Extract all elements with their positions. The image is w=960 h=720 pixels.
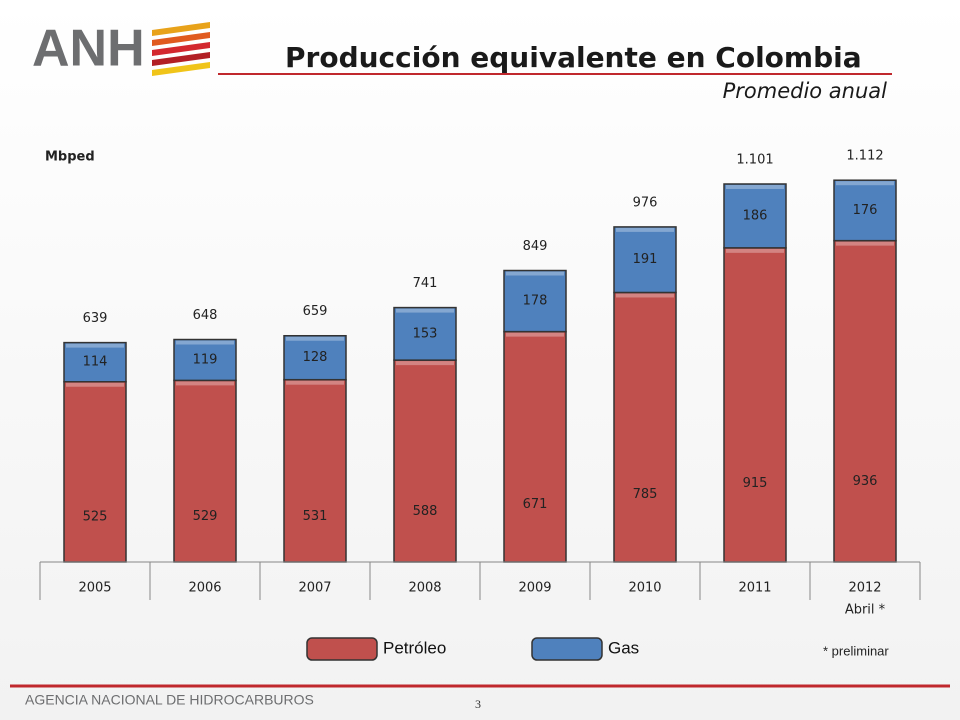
bar-highlight: [616, 227, 674, 232]
bar-highlight: [286, 336, 344, 341]
bar-segment: [833, 239, 897, 563]
bar-highlight: [726, 248, 784, 253]
bar-highlight: [66, 382, 124, 387]
legend-label: Gas: [608, 638, 639, 657]
bar-highlight: [176, 340, 234, 345]
bar-segment: [723, 183, 787, 249]
x-tick-label: 2006: [188, 581, 221, 596]
segment-label: 785: [633, 487, 658, 502]
x-tick-label: 2011: [738, 581, 771, 596]
y-unit: Mbped: [45, 150, 95, 165]
segment-label: 936: [853, 474, 878, 489]
segment-label: 671: [523, 497, 548, 512]
logo: ANH: [32, 20, 145, 78]
total-label: 639: [83, 311, 108, 326]
total-label: 1.101: [736, 152, 773, 167]
page-number: 3: [475, 697, 481, 711]
title: Producción equivalente en Colombia: [285, 41, 862, 74]
bar-segment: [723, 247, 787, 563]
bar-segment: [173, 338, 237, 382]
bar-highlight: [396, 308, 454, 313]
segment-label: 915: [743, 476, 768, 491]
total-label: 648: [193, 308, 218, 323]
legend-swatch: [531, 637, 603, 661]
segment-label: 176: [853, 203, 878, 218]
bar-highlight: [616, 293, 674, 298]
note: * preliminar: [823, 643, 889, 658]
logo-mark: [152, 22, 210, 76]
segment-label: 186: [743, 208, 768, 223]
total-label: 659: [303, 304, 328, 319]
bar-segment: [283, 378, 347, 563]
bar-segment: [833, 179, 897, 242]
x-tick-label: 2010: [628, 581, 661, 596]
segment-label: 153: [413, 326, 438, 341]
x-tick-note: Abril *: [845, 603, 886, 618]
segment-label: 114: [83, 355, 108, 370]
x-tick-label: 2009: [518, 581, 551, 596]
bar-segment: [613, 291, 677, 563]
segment-label: 525: [83, 509, 108, 524]
segment-label: 119: [193, 352, 218, 367]
bar-highlight: [286, 380, 344, 385]
legend-swatch: [306, 637, 378, 661]
bar-segment: [503, 330, 567, 563]
plot: 525 114 639 2005 529 119 648 2006 531 128 659 2007 5…: [39, 149, 921, 661]
footer-org: AGENCIA NACIONAL DE HIDROCARBUROS: [25, 692, 314, 708]
segment-label: 588: [413, 504, 438, 519]
segment-label: 178: [523, 294, 548, 309]
segment-label: 191: [633, 252, 658, 267]
total-label: 741: [413, 276, 438, 291]
legend-label: Petróleo: [383, 638, 446, 657]
segment-label: 529: [193, 509, 218, 524]
bar-highlight: [836, 241, 894, 246]
bar-segment: [173, 379, 237, 563]
x-tick-label: 2007: [298, 581, 331, 596]
bar-highlight: [506, 271, 564, 276]
bar-segment: [393, 306, 457, 361]
subtitle: Promedio anual: [723, 79, 888, 103]
bar-segment: [63, 341, 127, 383]
bar-highlight: [726, 184, 784, 189]
total-label: 1.112: [846, 149, 883, 164]
bar-highlight: [506, 332, 564, 337]
total-label: 976: [633, 195, 658, 210]
bar-segment: [503, 269, 567, 333]
bar-segment: [63, 381, 127, 563]
x-tick-label: 2012: [848, 581, 881, 596]
bar-segment: [393, 359, 457, 563]
bar-segment: [613, 226, 677, 294]
total-label: 849: [523, 239, 548, 254]
bar-highlight: [66, 343, 124, 348]
bar-highlight: [836, 181, 894, 186]
x-tick-label: 2008: [408, 581, 441, 596]
bar-highlight: [176, 381, 234, 386]
bar-segment: [283, 334, 347, 381]
segment-label: 128: [303, 350, 328, 365]
x-tick-label: 2005: [78, 581, 111, 596]
bar-highlight: [396, 361, 454, 366]
segment-label: 531: [303, 509, 328, 524]
